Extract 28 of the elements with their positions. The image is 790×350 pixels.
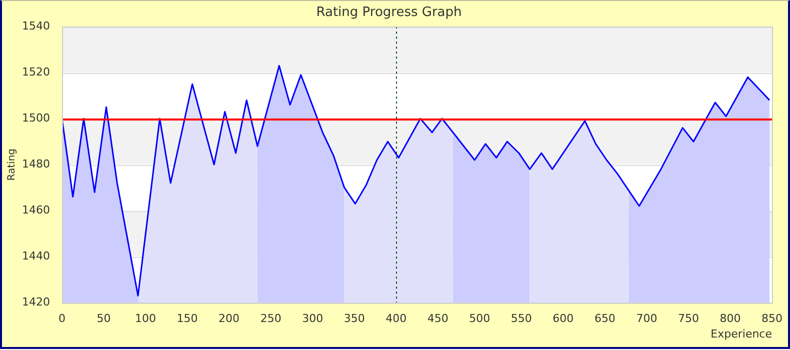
y-axis-title: Rating <box>6 148 18 181</box>
x-tick-label: 250 <box>260 312 282 326</box>
x-tick-label: 700 <box>636 312 658 326</box>
x-tick-label: 0 <box>58 312 66 326</box>
x-tick-label: 200 <box>218 312 240 326</box>
y-tick-label: 1440 <box>22 249 50 262</box>
x-tick-label: 150 <box>176 312 198 326</box>
x-tick-label: 750 <box>678 312 699 326</box>
x-tick-label: 350 <box>344 312 365 326</box>
chart-title: Rating Progress Graph <box>316 5 462 20</box>
x-tick-label: 800 <box>720 312 741 326</box>
x-tick-label: 550 <box>510 312 532 326</box>
x-tick-label: 450 <box>427 312 448 326</box>
x-axis-title: Experience <box>710 327 772 340</box>
x-tick-label: 650 <box>594 312 616 326</box>
y-tick-label: 1500 <box>22 111 50 124</box>
y-tick-label: 1480 <box>22 157 50 170</box>
x-tick-label: 100 <box>135 312 156 326</box>
x-tick-label: 400 <box>386 312 407 326</box>
x-tick-label: 600 <box>552 312 574 326</box>
x-tick-label: 300 <box>302 312 324 326</box>
x-tick-label: 850 <box>762 312 782 326</box>
y-tick-label: 1460 <box>22 203 50 216</box>
x-tick-label: 500 <box>469 312 490 326</box>
y-tick-label: 1540 <box>22 19 50 32</box>
x-tick-label: 50 <box>96 312 111 326</box>
y-tick-label: 1520 <box>22 65 50 78</box>
y-tick-label: 1420 <box>22 295 50 308</box>
